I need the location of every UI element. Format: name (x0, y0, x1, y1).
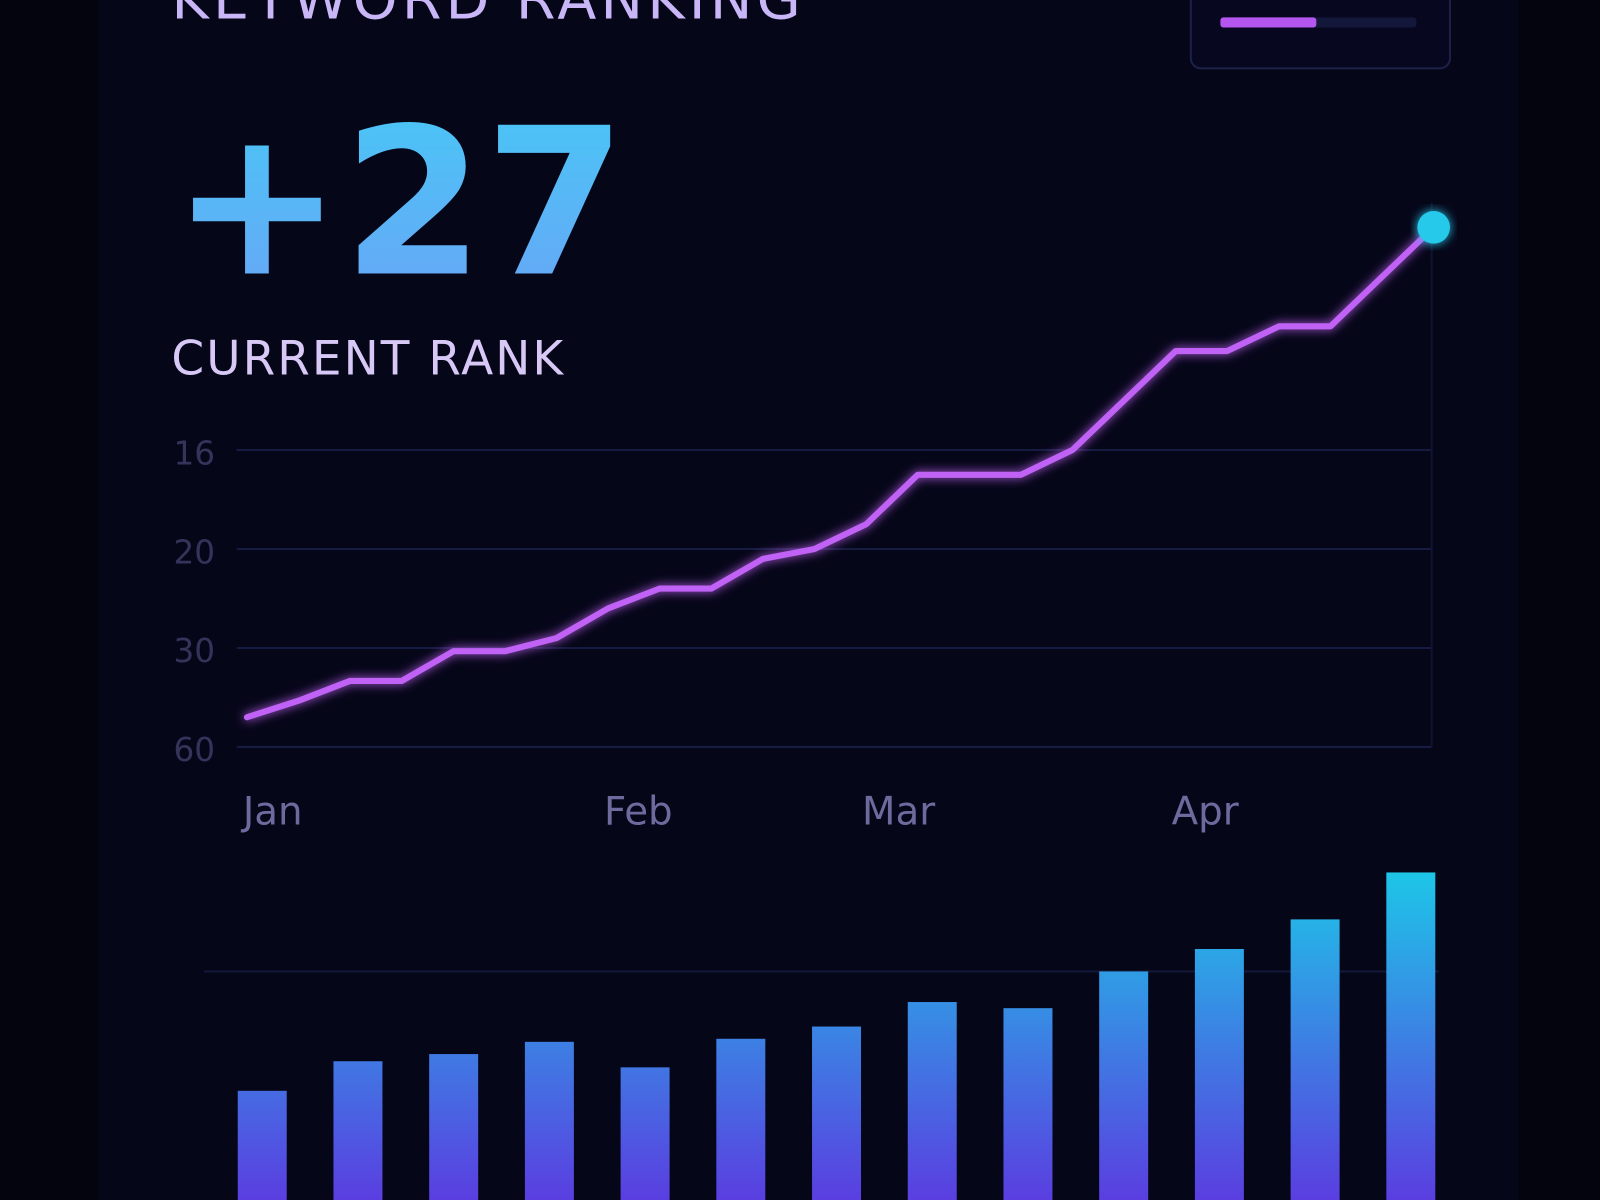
bar (1194, 948, 1244, 1200)
bar (907, 1002, 957, 1200)
bar (429, 1054, 479, 1200)
line (243, 224, 1437, 721)
bar (1290, 919, 1340, 1200)
title: KEYWORD RANKING (171, 0, 804, 32)
bar (716, 1038, 766, 1200)
x-tick-label: Feb (604, 789, 673, 834)
x-tick-label: Apr (1172, 789, 1239, 834)
progress-fill (1220, 17, 1317, 28)
bar (620, 1067, 670, 1200)
bar (1386, 872, 1436, 1200)
kpi-value: +27 (171, 85, 626, 322)
bar (237, 1090, 287, 1200)
y-tick-label: 30 (173, 632, 215, 670)
legend-box (1189, 0, 1452, 70)
x-tick-label: Mar (862, 789, 935, 834)
bar (1003, 1008, 1053, 1200)
bar (333, 1061, 383, 1200)
end-point (1417, 210, 1450, 244)
y-tick-label: 20 (173, 533, 215, 571)
bar (524, 1041, 574, 1200)
y-tick-label: 60 (173, 731, 215, 769)
panel (97, 0, 1519, 1200)
bar (812, 1026, 862, 1200)
x-tick-label: Jan (241, 789, 303, 834)
bar (1099, 971, 1149, 1200)
y-tick-label: 16 (173, 434, 215, 472)
kpi-label: CURRENT RANK (171, 331, 565, 386)
